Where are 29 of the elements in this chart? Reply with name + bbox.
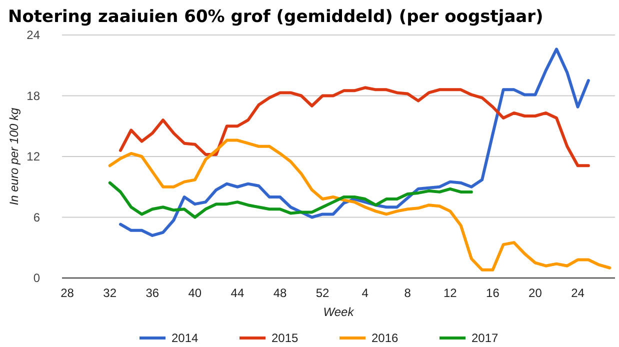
chart-title: Notering zaaiuien 60% grof (gemiddeld) (per oogstjaar) — [8, 7, 544, 27]
legend-label: 2017 — [472, 331, 499, 346]
legend-label: 2014 — [172, 331, 199, 346]
x-tick-label: 16 — [486, 286, 500, 300]
y-tick-label: 24 — [26, 28, 40, 42]
x-tick-label: 36 — [146, 286, 160, 300]
line-series — [108, 138, 612, 272]
y-tick-label: 0 — [33, 271, 40, 286]
x-tick-label: 4 — [362, 286, 369, 300]
y-tick-label: 6 — [33, 210, 40, 224]
x-tick-label: 8 — [404, 286, 412, 300]
line-series — [108, 181, 473, 219]
y-tick-label: 12 — [26, 150, 40, 164]
legend-label: 2015 — [272, 331, 299, 346]
line-series — [118, 86, 590, 168]
x-tick-label: 24 — [571, 286, 585, 300]
y-tick-label: 18 — [26, 88, 40, 103]
x-tick-label: 40 — [188, 286, 202, 300]
x-tick-label: 28 — [60, 286, 74, 300]
x-tick-label: 48 — [273, 286, 288, 300]
x-axis-title: Week — [323, 305, 355, 319]
x-tick-label: 52 — [316, 286, 330, 300]
legend-label: 2016 — [372, 331, 399, 346]
line-series — [118, 48, 590, 237]
x-tick-label: 32 — [103, 286, 117, 300]
x-tick-label: 20 — [528, 286, 542, 300]
x-tick-label: 12 — [443, 286, 458, 300]
x-tick-label: 44 — [230, 286, 244, 300]
y-axis-title: In euro per 100 kg — [7, 107, 21, 206]
